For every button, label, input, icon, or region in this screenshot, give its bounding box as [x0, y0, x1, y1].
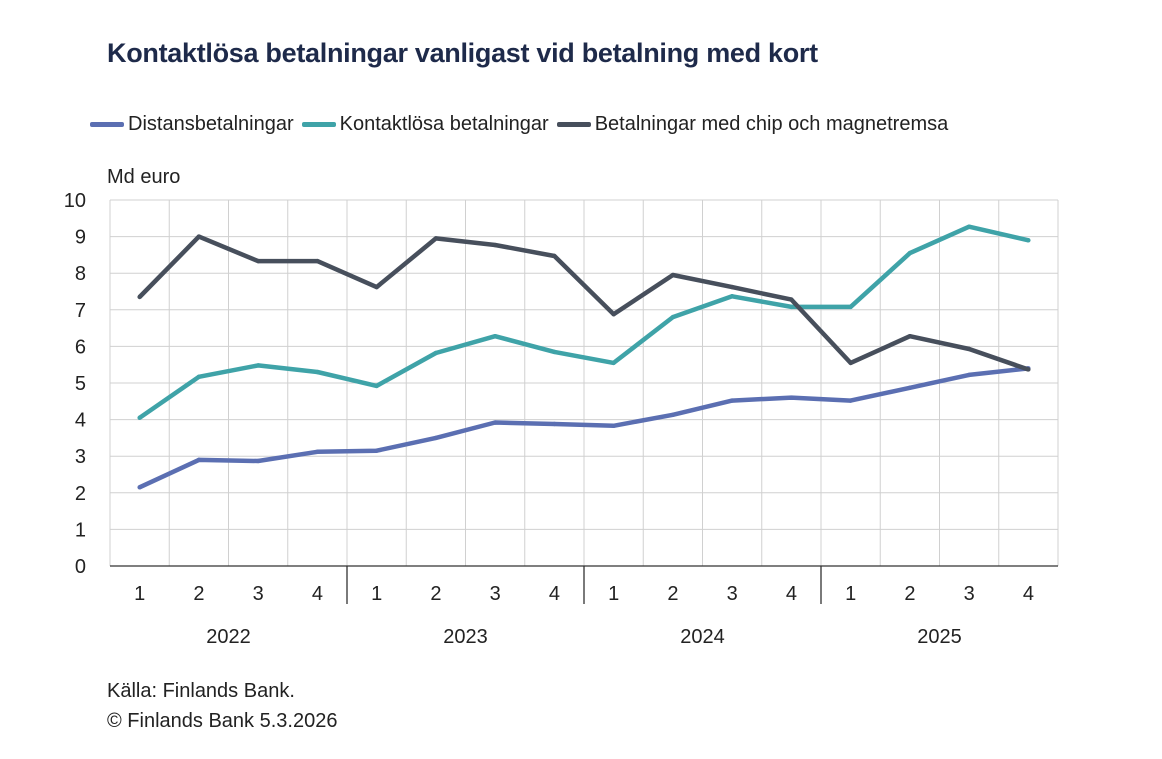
data-point-series-0 [196, 457, 202, 463]
data-point-series-1 [611, 360, 616, 366]
data-point-series-0 [789, 395, 794, 400]
series-line-2 [137, 234, 1030, 372]
x-tick-label-quarter: 1 [134, 583, 145, 605]
x-tick-label-quarter: 3 [964, 583, 975, 605]
data-point-series-2 [315, 258, 320, 264]
legend-swatch-chip [556, 122, 591, 127]
y-tick-label: 10 [64, 190, 86, 212]
data-point-series-1 [789, 304, 794, 310]
data-point-series-2 [433, 236, 439, 241]
data-point-series-2 [137, 294, 142, 300]
x-tick-label-quarter: 1 [845, 583, 856, 605]
x-tick-label-quarter: 2 [193, 583, 204, 605]
data-point-series-2 [374, 284, 379, 290]
legend-label-chip: Betalningar med chip och magnetremsa [594, 113, 949, 135]
y-tick-label: 9 [75, 227, 86, 249]
y-tick-label: 0 [75, 556, 86, 578]
data-point-series-0 [670, 412, 676, 418]
x-tick-label-year: 2023 [443, 626, 488, 648]
data-point-series-0 [552, 421, 557, 427]
data-point-series-2 [789, 297, 794, 302]
data-point-series-1 [374, 383, 379, 389]
source-line: Källa: Finlands Bank. [107, 680, 295, 702]
data-point-series-0 [966, 372, 972, 378]
data-point-series-0 [492, 420, 498, 425]
y-tick-label: 5 [75, 373, 86, 395]
x-tick-label-quarter: 4 [549, 583, 560, 605]
legend-swatch-distans [90, 122, 124, 127]
source-note: Källa: Finlands Bank. © Finlands Bank 5.… [107, 676, 337, 736]
x-tick-label-quarter: 1 [608, 583, 619, 605]
data-point-series-2 [670, 272, 676, 278]
data-point-series-2 [966, 346, 972, 352]
data-point-series-2 [196, 234, 202, 239]
data-point-series-2 [1026, 367, 1031, 372]
data-point-series-1 [729, 294, 735, 299]
y-tick-label: 4 [75, 410, 86, 432]
legend-label-distans: Distansbetalningar [128, 113, 294, 135]
data-point-series-1 [196, 374, 202, 379]
legend-swatch-kontaktlosa [301, 122, 336, 127]
data-point-series-2 [492, 242, 498, 248]
data-point-series-2 [729, 284, 735, 290]
legend-label-kontaktlosa: Kontaktlösa betalningar [339, 113, 549, 135]
legend-item-kontaktlosa: Kontaktlösa betalningar [301, 113, 549, 136]
y-tick-label: 6 [75, 336, 86, 358]
y-tick-label: 8 [75, 263, 86, 285]
x-tick-label-year: 2024 [680, 626, 725, 648]
data-point-series-0 [611, 423, 616, 429]
data-point-series-0 [907, 385, 913, 390]
x-tick-label-year: 2022 [206, 626, 251, 648]
x-tick-label-quarter: 4 [312, 583, 323, 605]
data-point-series-1 [433, 350, 439, 356]
data-point-series-1 [492, 333, 498, 339]
x-tick-label-quarter: 4 [786, 583, 797, 605]
data-point-series-1 [315, 369, 320, 375]
data-point-series-1 [255, 363, 261, 368]
data-point-series-0 [729, 398, 735, 403]
data-point-series-1 [137, 415, 142, 420]
data-point-series-0 [137, 485, 142, 490]
legend: Distansbetalningar Kontaktlösa betalning… [90, 113, 956, 136]
x-tick-label-year: 2025 [917, 626, 962, 648]
x-tick-label-quarter: 1 [371, 583, 382, 605]
y-tick-label: 7 [75, 300, 86, 322]
data-point-series-2 [611, 311, 616, 317]
data-point-series-1 [907, 250, 913, 256]
chart-title: Kontaktlösa betalningar vanligast vid be… [107, 38, 818, 68]
series-line-1 [138, 224, 1029, 420]
data-point-series-0 [374, 448, 379, 453]
data-point-series-1 [670, 314, 676, 320]
data-point-series-2 [255, 258, 261, 264]
x-tick-label-quarter: 2 [904, 583, 915, 605]
x-tick-label-quarter: 3 [490, 583, 501, 605]
copyright-line: © Finlands Bank 5.3.2026 [107, 710, 338, 732]
data-point-series-2 [848, 360, 853, 366]
data-point-series-1 [848, 304, 853, 310]
data-point-series-0 [255, 458, 261, 464]
y-tick-label: 2 [75, 483, 86, 505]
data-point-series-1 [552, 349, 557, 355]
y-tick-label: 1 [75, 519, 86, 541]
data-point-series-1 [966, 224, 972, 229]
y-axis-unit-label: Md euro [107, 166, 181, 188]
x-tick-label-quarter: 3 [253, 583, 264, 605]
x-tick-label-quarter: 3 [727, 583, 738, 605]
legend-item-chip: Betalningar med chip och magnetremsa [556, 113, 949, 136]
data-point-series-0 [315, 449, 320, 455]
data-point-series-1 [1026, 238, 1031, 243]
x-tick-label-quarter: 4 [1023, 583, 1034, 605]
x-tick-label-quarter: 2 [667, 583, 678, 605]
x-tick-label-quarter: 2 [430, 583, 441, 605]
data-point-series-2 [907, 333, 913, 339]
data-point-series-0 [433, 435, 439, 441]
data-point-series-0 [848, 398, 853, 403]
series-line-0 [138, 366, 1029, 490]
legend-item-distans: Distansbetalningar [90, 113, 294, 136]
y-tick-label: 3 [75, 446, 86, 468]
data-point-series-2 [552, 253, 557, 259]
